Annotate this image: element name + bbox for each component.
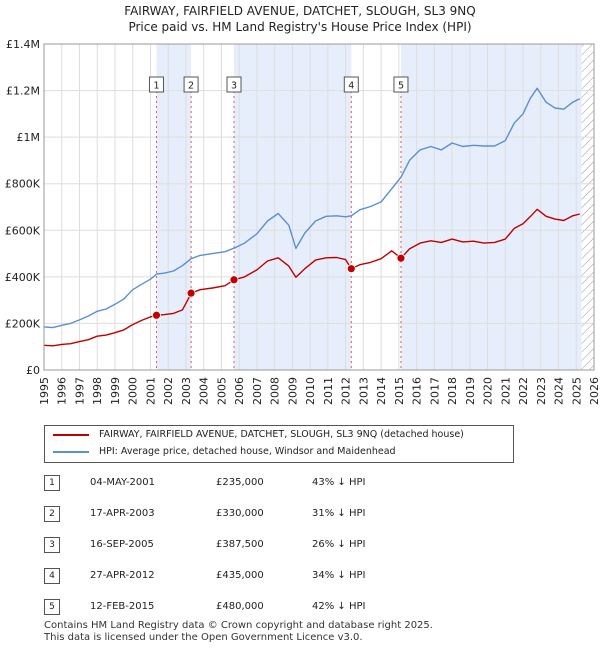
x-tick-label: 1998 [91,377,104,405]
x-tick-label: 1995 [38,377,51,405]
x-tick-label: 2020 [482,377,495,405]
x-tick-label: 2026 [588,377,600,405]
x-tick-label: 2018 [446,377,459,405]
footer-licence: This data is licensed under the Open Gov… [44,632,363,643]
x-tick-label: 1997 [73,377,86,405]
sale-marker-box [148,76,164,93]
x-tick-label: 2000 [127,377,140,405]
x-tick-label: 2004 [198,377,211,405]
sale-marker-box [393,76,409,93]
sale-hpi-diff: 34% ↓ HPI [312,570,366,581]
legend-swatch-hpi [53,450,89,453]
sale-date: 12-FEB-2015 [90,601,155,612]
x-tick-label: 1999 [109,377,122,405]
sale-hpi-diff: 42% ↓ HPI [312,601,366,612]
legend-item-property: FAIRWAY, FAIRFIELD AVENUE, DATCHET, SLOU… [53,427,464,443]
legend-label-hpi: HPI: Average price, detached house, Wind… [99,446,396,457]
sale-point [346,264,356,274]
footer: Contains HM Land Registry data © Crown c… [44,620,433,644]
x-tick-label: 2001 [144,377,157,405]
y-tick-label: £200K [5,317,41,330]
x-tick-label: 2003 [180,377,193,405]
chart-title: FAIRWAY, FAIRFIELD AVENUE, DATCHET, SLOU… [124,4,476,18]
sale-number: 5 [44,599,60,615]
y-tick-label: £1.2M [6,85,40,98]
sale-marker-label: 2 [188,81,194,92]
sale-price: £435,000 [216,570,264,581]
x-tick-label: 2021 [499,377,512,405]
sale-price: £387,500 [216,539,264,550]
sale-point [229,275,239,285]
price-chart: 1 2 3 4 5 £0 £200K £400K £600K £800K £1M £1.2M £1.4… [5,38,600,405]
y-tick-label: £800K [5,178,41,191]
sale-price: £480,000 [216,601,264,612]
chart-legend: FAIRWAY, FAIRFIELD AVENUE, DATCHET, SLOU… [44,425,514,463]
sale-marker-label: 3 [231,81,237,92]
x-tick-label: 2012 [340,377,353,405]
hpi-series-line [43,87,581,329]
sale-row: 4 27-APR-2012 £435,000 34% ↓ HPI [44,565,564,587]
sale-number: 2 [44,506,60,522]
x-tick-label: 2008 [269,377,282,405]
legend-item-hpi: HPI: Average price, detached house, Wind… [53,444,396,460]
plot-frame [43,43,595,371]
footer-copyright: Contains HM Land Registry data © Crown c… [44,620,433,631]
x-tick-label: 2009 [286,377,299,405]
x-tick-label: 2010 [304,377,317,405]
x-tick-label: 2016 [411,377,424,405]
sale-date: 04-MAY-2001 [90,477,156,488]
x-tick-label: 2015 [393,377,406,405]
sale-hpi-diff: 26% ↓ HPI [312,539,366,550]
sale-point [396,253,406,263]
sale-marker-box [343,76,359,93]
sale-marker-box [226,76,242,93]
x-tick-label: 2025 [570,377,583,405]
sale-hpi-diff: 43% ↓ HPI [312,477,366,488]
x-tick-label: 1996 [56,377,69,405]
x-tick-label: 2014 [375,377,388,405]
forecast-hatch [581,44,594,370]
sale-number: 3 [44,537,60,553]
sale-price: £235,000 [216,477,264,488]
x-tick-label: 2024 [553,377,566,405]
sale-marker-label: 5 [398,81,404,92]
x-tick-label: 2022 [517,377,530,405]
x-tick-label: 2019 [464,377,477,405]
sale-marker-label: 1 [153,81,159,92]
sale-row: 5 12-FEB-2015 £480,000 42% ↓ HPI [44,596,564,618]
y-tick-label: £400K [5,271,41,284]
x-tick-label: 2017 [428,377,441,405]
x-tick-label: 2023 [535,377,548,405]
ownership-shade [400,44,582,370]
sale-marker-box [183,76,199,93]
y-tick-label: £1.4M [6,38,40,51]
sale-price: £330,000 [216,508,264,519]
sale-number: 1 [44,475,60,491]
chart-subtitle: Price paid vs. HM Land Registry's House … [128,20,472,34]
x-tick-label: 2007 [251,377,264,405]
x-tick-label: 2011 [322,377,335,405]
y-tick-label: £0 [26,364,40,377]
y-tick-label: £600K [5,224,41,237]
x-tick-label: 2006 [233,377,246,405]
legend-label-property: FAIRWAY, FAIRFIELD AVENUE, DATCHET, SLOU… [99,429,464,440]
legend-swatch-property [53,433,89,436]
sale-point [186,288,196,298]
sale-row: 3 16-SEP-2005 £387,500 26% ↓ HPI [44,534,564,556]
sale-point [152,310,161,320]
ownership-shade [156,44,192,370]
sale-date: 27-APR-2012 [90,570,155,581]
x-tick-label: 2005 [215,377,228,405]
sale-date: 17-APR-2003 [90,508,155,519]
sale-number: 4 [44,568,60,584]
sale-row: 2 17-APR-2003 £330,000 31% ↓ HPI [44,503,564,525]
x-tick-label: 2002 [162,377,175,405]
sale-marker-label: 4 [348,81,354,92]
sale-date: 16-SEP-2005 [90,539,154,550]
sale-hpi-diff: 31% ↓ HPI [312,508,366,519]
property-series-line [43,208,580,347]
y-tick-label: £1M [17,131,41,144]
x-tick-label: 2013 [357,377,370,405]
sale-row: 1 04-MAY-2001 £235,000 43% ↓ HPI [44,472,564,494]
